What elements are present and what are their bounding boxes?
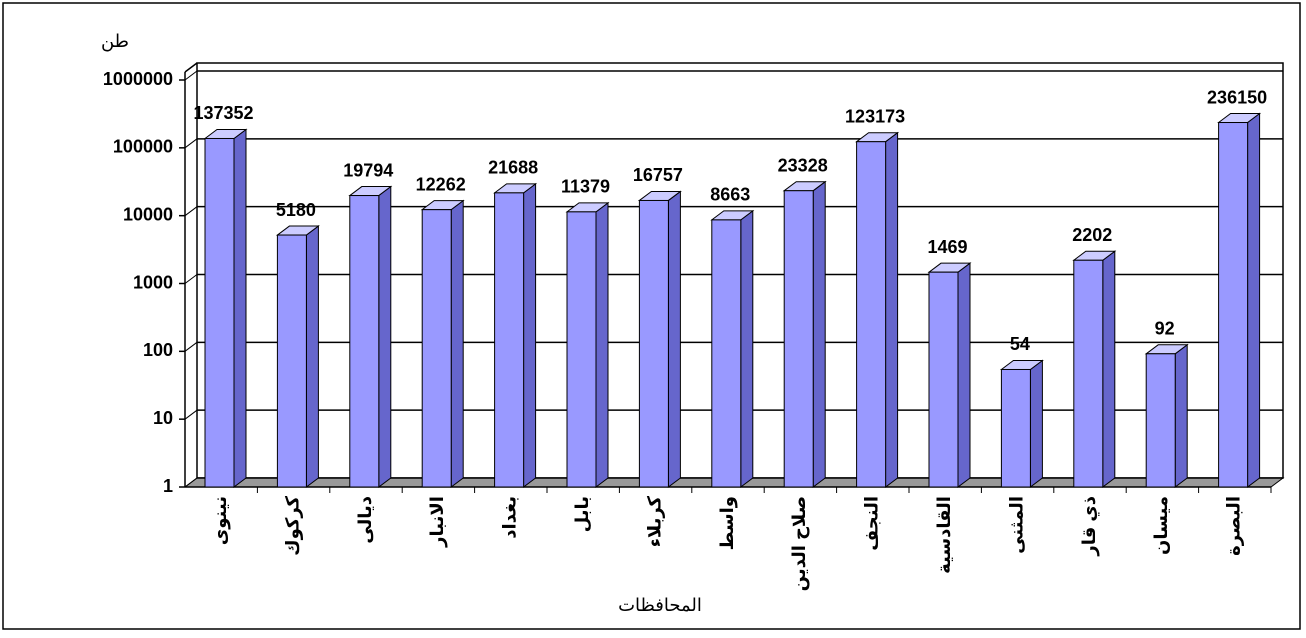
bar xyxy=(421,209,452,488)
bar xyxy=(1218,122,1249,488)
y-tick-label: 10 xyxy=(153,408,173,428)
x-tick-label: صلاح الدين xyxy=(789,496,810,591)
value-label: 8663 xyxy=(710,185,750,205)
x-tick-label: كربلاء xyxy=(644,495,665,547)
x-tick-label: البصرة xyxy=(1224,496,1245,556)
bar xyxy=(494,192,525,488)
value-label: 23328 xyxy=(778,155,828,175)
value-label: 12262 xyxy=(416,174,466,194)
bar-side xyxy=(523,182,537,488)
bar-side xyxy=(595,201,609,488)
grid-line xyxy=(184,138,198,149)
value-label: 16757 xyxy=(633,165,683,185)
grid-line xyxy=(184,341,198,352)
bar-side xyxy=(450,199,464,488)
y-tick-label: 100 xyxy=(143,340,173,360)
x-tick-label: نينوى xyxy=(210,496,231,545)
y-tick-label: 10000 xyxy=(123,204,173,224)
bar xyxy=(276,234,307,488)
grid-line xyxy=(184,274,198,284)
grid-line xyxy=(184,206,198,217)
value-label: 54 xyxy=(1010,334,1030,354)
value-label: 123173 xyxy=(845,106,905,126)
bar xyxy=(566,211,597,488)
bar-side xyxy=(1174,343,1188,488)
x-tick-label: القادسية xyxy=(934,496,954,574)
value-label: 21688 xyxy=(488,158,538,178)
value-label: 92 xyxy=(1155,319,1175,339)
bar xyxy=(1145,353,1176,488)
y-tick-label: 1000 xyxy=(133,272,173,292)
x-tick-label: بابل xyxy=(572,496,592,532)
bar-side xyxy=(885,131,899,488)
bar-side xyxy=(305,225,319,488)
bar xyxy=(1073,259,1104,488)
x-tick-label: واسط xyxy=(717,496,738,550)
side-wall xyxy=(184,62,198,73)
bar xyxy=(638,199,669,488)
x-tick-label: النجف xyxy=(862,496,882,551)
x-tick-label: كركوك xyxy=(282,495,303,555)
y-tick-label: 1 xyxy=(163,476,173,496)
x-tick-label: ميسان xyxy=(1151,496,1171,555)
bar-side xyxy=(1029,359,1043,488)
bar-side xyxy=(667,190,681,488)
y-axis-label: طن xyxy=(101,31,129,52)
y-tick-label: 1000000 xyxy=(103,69,173,89)
bar xyxy=(1000,368,1031,488)
value-label: 236150 xyxy=(1207,87,1267,107)
x-tick-label: المثنى xyxy=(1006,496,1026,554)
grid-line xyxy=(184,409,198,420)
bar-side xyxy=(812,180,826,488)
bar-side xyxy=(957,262,971,488)
y-tick-label: 100000 xyxy=(113,137,173,157)
value-label: 2202 xyxy=(1072,225,1112,245)
bar-side xyxy=(378,185,392,488)
bar xyxy=(349,195,380,488)
value-label: 137352 xyxy=(193,103,253,123)
x-tick-label: ديالى xyxy=(355,496,375,544)
value-label: 5180 xyxy=(276,200,316,220)
bar-side xyxy=(1102,250,1116,488)
grid-line xyxy=(184,70,198,81)
bar xyxy=(856,141,887,488)
value-label: 11379 xyxy=(561,177,610,197)
bar xyxy=(783,190,814,488)
bar-side xyxy=(233,128,247,488)
value-label: 1469 xyxy=(927,237,967,257)
bar-side xyxy=(740,209,754,488)
bar-side xyxy=(1247,112,1261,488)
bar xyxy=(928,271,959,488)
bar xyxy=(711,219,742,488)
x-tick-label: بغداد xyxy=(500,496,520,539)
x-tick-label: ذي قار xyxy=(1079,496,1100,557)
x-tick-label: الانبار xyxy=(427,496,447,548)
x-axis-label: المحافظات xyxy=(618,595,702,615)
bar xyxy=(204,137,235,488)
grid-line xyxy=(184,477,198,488)
value-label: 19794 xyxy=(343,160,393,180)
